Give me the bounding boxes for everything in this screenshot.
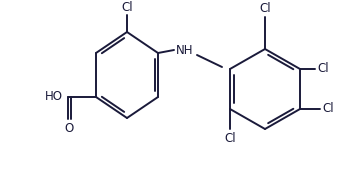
Text: Cl: Cl — [317, 62, 329, 76]
Text: Cl: Cl — [224, 132, 236, 145]
Text: NH: NH — [176, 44, 194, 58]
Text: Cl: Cl — [121, 1, 133, 14]
Text: Cl: Cl — [322, 102, 334, 116]
Text: Cl: Cl — [259, 2, 271, 15]
Text: O: O — [64, 122, 74, 135]
Text: HO: HO — [45, 90, 63, 104]
